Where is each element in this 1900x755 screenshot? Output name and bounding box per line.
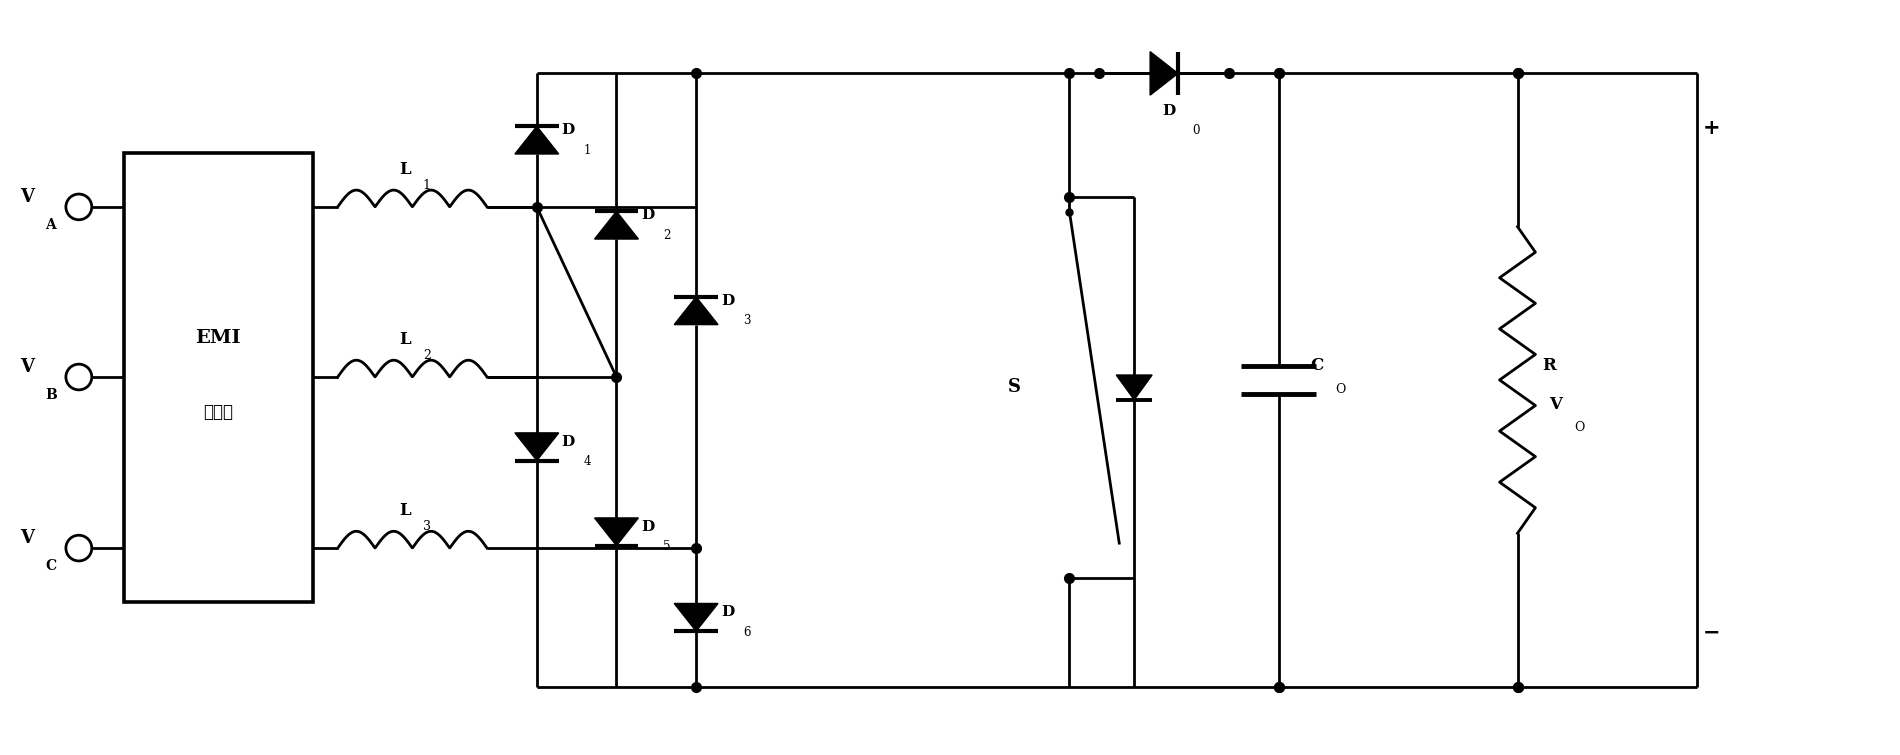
Text: 2: 2 xyxy=(663,229,671,242)
Text: −: − xyxy=(1702,622,1720,643)
Text: +: + xyxy=(1702,118,1721,137)
Text: 滤波器: 滤波器 xyxy=(203,403,234,421)
Text: 5: 5 xyxy=(663,540,671,553)
Text: L: L xyxy=(399,161,410,178)
Text: 1: 1 xyxy=(583,143,591,156)
Text: B: B xyxy=(46,388,57,402)
Text: V: V xyxy=(1548,396,1562,413)
Polygon shape xyxy=(1150,51,1178,95)
Text: L: L xyxy=(399,331,410,348)
Text: 1: 1 xyxy=(424,179,431,192)
Text: 4: 4 xyxy=(583,455,591,468)
Text: O: O xyxy=(1573,421,1585,434)
Polygon shape xyxy=(515,433,559,461)
Bar xyxy=(124,153,314,602)
Polygon shape xyxy=(595,211,638,239)
Text: D: D xyxy=(562,123,576,137)
Polygon shape xyxy=(595,518,638,546)
Text: D: D xyxy=(562,435,576,448)
Text: D: D xyxy=(642,208,656,222)
Text: 0: 0 xyxy=(1191,125,1199,137)
Text: O: O xyxy=(1336,384,1345,396)
Text: D: D xyxy=(1163,104,1176,118)
Text: D: D xyxy=(720,606,733,619)
Text: 3: 3 xyxy=(743,314,750,327)
Text: A: A xyxy=(46,217,57,232)
Text: L: L xyxy=(399,502,410,519)
Text: V: V xyxy=(21,188,34,206)
Text: C: C xyxy=(1309,356,1322,374)
Text: 6: 6 xyxy=(743,626,750,639)
Polygon shape xyxy=(515,126,559,154)
Text: D: D xyxy=(720,294,733,308)
Text: C: C xyxy=(46,559,57,573)
Text: S: S xyxy=(1009,378,1020,396)
Polygon shape xyxy=(674,297,718,325)
Polygon shape xyxy=(674,603,718,631)
Text: V: V xyxy=(21,358,34,376)
Text: 3: 3 xyxy=(424,520,431,533)
Polygon shape xyxy=(1117,375,1151,399)
Text: R: R xyxy=(1543,356,1556,374)
Text: 2: 2 xyxy=(424,349,431,362)
Text: D: D xyxy=(642,520,656,534)
Text: EMI: EMI xyxy=(196,329,241,347)
Text: V: V xyxy=(21,529,34,547)
